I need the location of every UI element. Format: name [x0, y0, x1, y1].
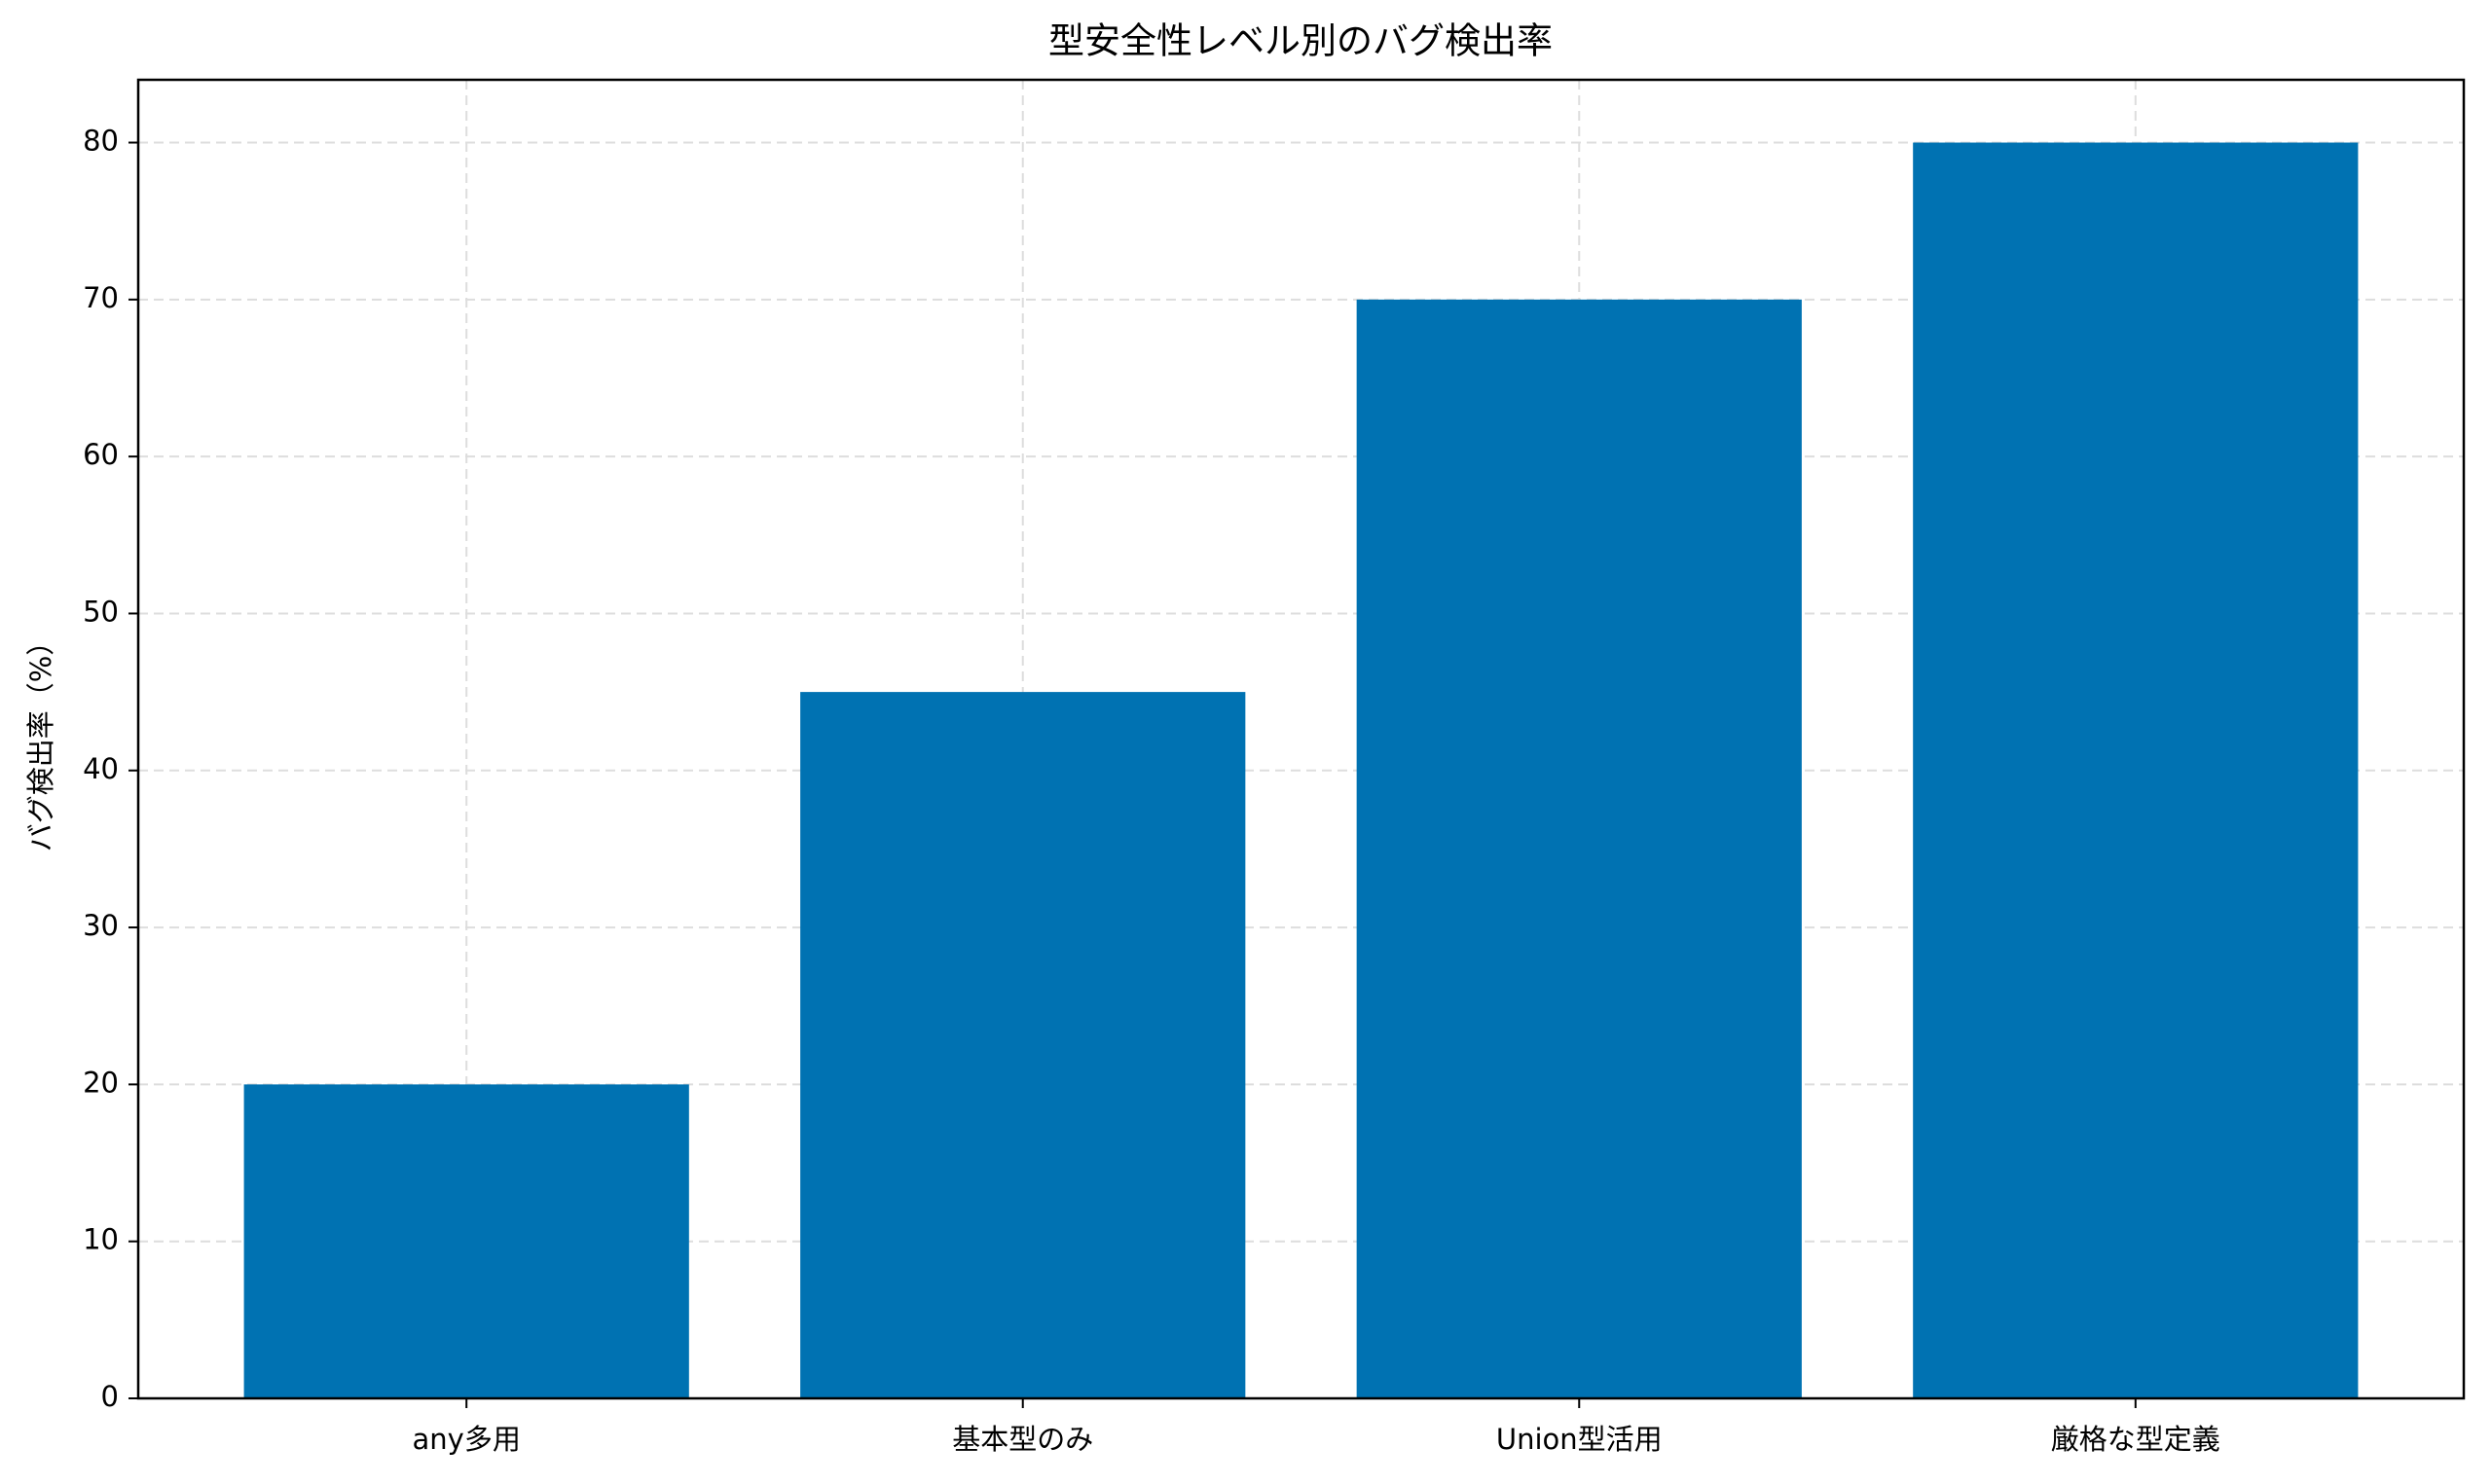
- bar: [1356, 299, 1802, 1398]
- bar: [800, 692, 1246, 1398]
- y-tick-label: 50: [83, 595, 119, 628]
- y-tick-label: 20: [83, 1066, 119, 1099]
- y-tick-label: 0: [101, 1380, 119, 1413]
- x-tick-label: Union型活用: [1496, 1423, 1663, 1456]
- x-tick-label: 厳格な型定義: [2051, 1423, 2220, 1456]
- y-tick-label: 30: [83, 909, 119, 942]
- chart-title: 型安全性レベル別のバグ検出率: [1048, 20, 1553, 62]
- bar: [243, 1084, 689, 1398]
- y-tick-label: 10: [83, 1223, 119, 1256]
- x-tick-label: 基本型のみ: [952, 1423, 1093, 1456]
- y-tick-label: 80: [83, 125, 119, 158]
- bar: [1913, 142, 2359, 1398]
- y-axis-label: バグ検出率（%）: [24, 628, 57, 852]
- y-tick-label: 70: [83, 281, 119, 314]
- plot-frame: [136, 78, 2466, 1400]
- y-tick-label: 60: [83, 438, 119, 471]
- y-tick-label: 40: [83, 752, 119, 785]
- x-tick-label: any多用: [413, 1423, 521, 1456]
